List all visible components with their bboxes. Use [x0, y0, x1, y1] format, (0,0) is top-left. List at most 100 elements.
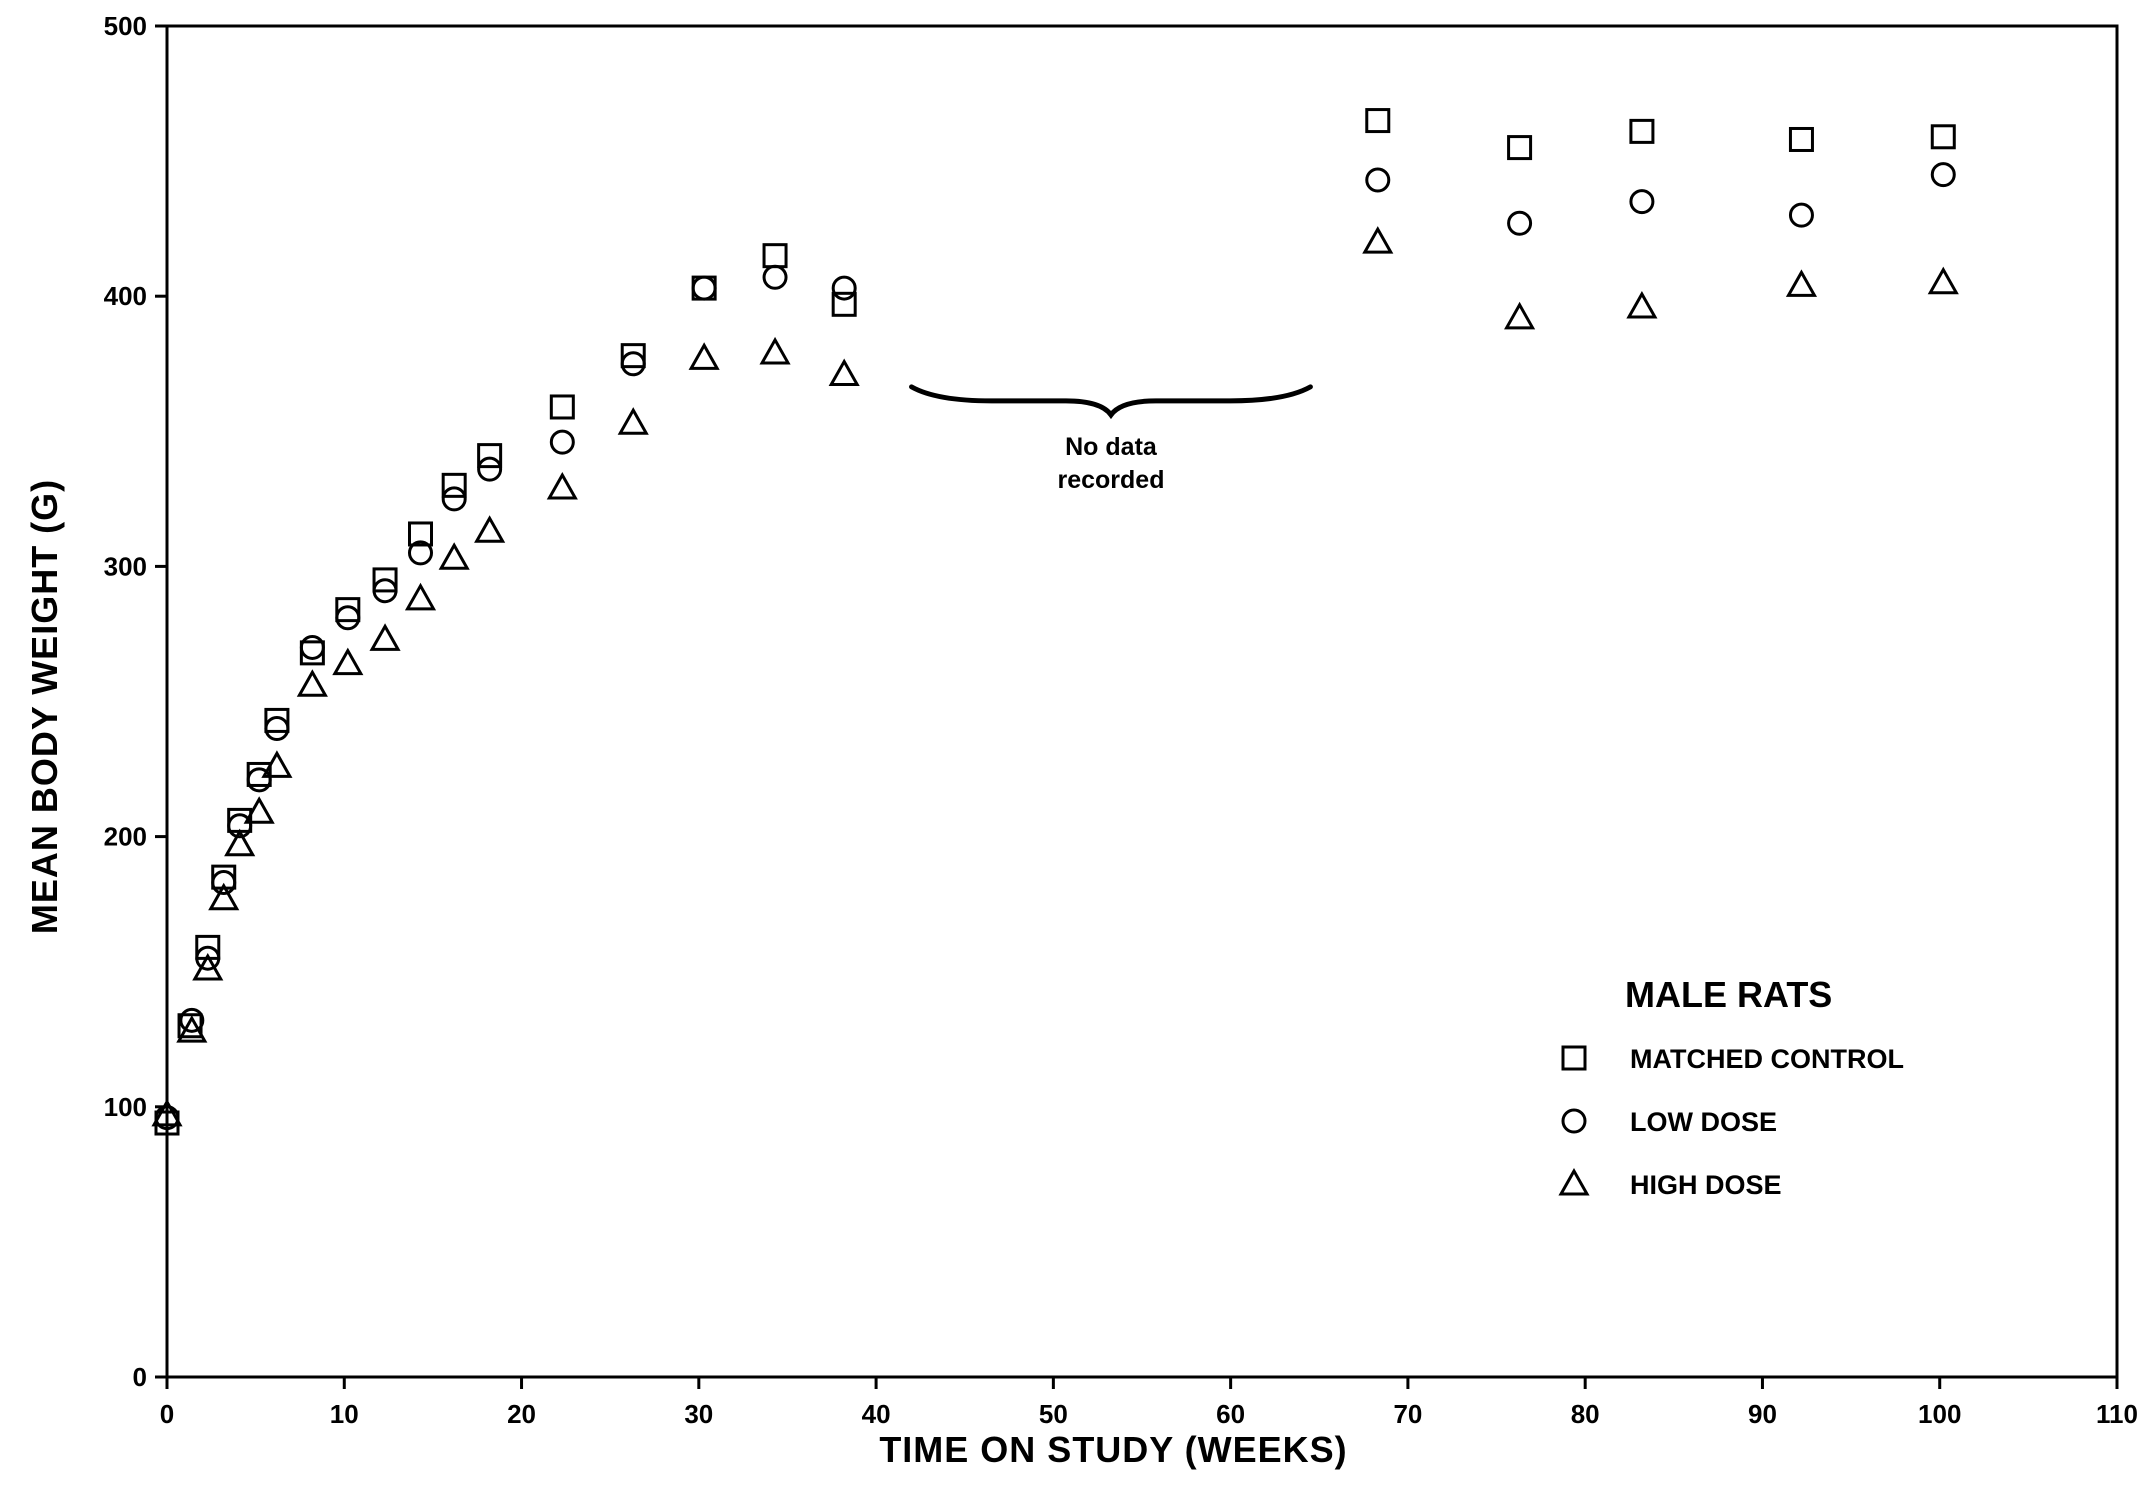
- circle-point: [246, 767, 272, 793]
- triangle-point: [1504, 301, 1536, 330]
- no-data-label: No data: [1065, 433, 1158, 461]
- axes: 0 10 20 30 40 50 60 70 80 90 100 110 0 100 200 300 400 50…: [24, 11, 2138, 1470]
- triangle-point: [176, 1015, 208, 1043]
- triangle-point: [1927, 266, 1959, 295]
- legend-square-icon: [1561, 1045, 1587, 1071]
- circle-point: [179, 1007, 205, 1033]
- circle-point: [1365, 167, 1391, 193]
- triangle-point: [1362, 226, 1394, 254]
- circle-point: [227, 813, 253, 839]
- square-point: [831, 291, 857, 317]
- triangle-point: [296, 669, 328, 697]
- square-point: [1930, 124, 1956, 150]
- x-tick-label: 0: [160, 1399, 174, 1429]
- no-data-brace: [909, 384, 1313, 420]
- circle-point: [195, 945, 221, 971]
- triangle-point: [1626, 290, 1658, 319]
- triangle-point: [404, 582, 437, 611]
- square-point: [549, 394, 575, 420]
- y-tick-label: 100: [104, 1092, 147, 1122]
- circle-point: [1629, 189, 1655, 215]
- x-tick-label: 10: [330, 1399, 359, 1429]
- legend: MALE RATS MATCHED CONTROL LOW DOSE HIGH DOS…: [1558, 974, 1904, 1200]
- triangle-point: [243, 796, 275, 824]
- x-tick-label: 110: [2096, 1399, 2138, 1429]
- square-point: [335, 597, 361, 623]
- circle-point: [335, 605, 361, 631]
- y-tick-label: 0: [133, 1362, 147, 1392]
- triangle-point: [1785, 269, 1818, 297]
- y-tick-label: 200: [104, 822, 147, 852]
- circle-point: [1788, 202, 1814, 228]
- legend-label: HIGH DOSE: [1630, 1170, 1782, 1200]
- x-tick-label: 80: [1571, 1399, 1600, 1429]
- circle-point: [620, 351, 646, 377]
- y-axis-title: MEAN BODY WEIGHT (G): [24, 479, 65, 934]
- triangle-point: [438, 542, 470, 570]
- series-triangle: [151, 226, 1959, 1127]
- triangle-point: [332, 647, 364, 676]
- y-tick-label: 400: [104, 281, 147, 311]
- circle-point: [477, 456, 503, 482]
- triangle-point: [546, 471, 578, 500]
- square-point: [477, 443, 503, 469]
- triangle-point: [208, 882, 240, 911]
- square-point: [246, 761, 272, 787]
- circle-point: [154, 1105, 180, 1131]
- x-axis-title: TIME ON STUDY (WEEKS): [879, 1429, 1347, 1470]
- circle-point: [762, 264, 788, 290]
- plot-frame: [165, 24, 2119, 1379]
- square-point: [264, 707, 290, 733]
- data-points: [151, 108, 1959, 1136]
- circle-point: [691, 275, 717, 301]
- triangle-point: [151, 1098, 183, 1127]
- triangle-point: [192, 952, 224, 981]
- x-tick-label: 100: [1918, 1399, 1961, 1429]
- square-point: [1788, 126, 1814, 152]
- y-tick-label: 500: [104, 11, 147, 41]
- triangle-point: [617, 407, 649, 435]
- square-point: [762, 243, 788, 269]
- circle-point: [1930, 162, 1956, 188]
- y-tick-label: 300: [104, 551, 147, 581]
- legend-circle-icon: [1561, 1108, 1587, 1134]
- circle-point: [299, 634, 325, 660]
- circle-point: [549, 429, 575, 455]
- x-tick-label: 30: [684, 1399, 713, 1429]
- legend-triangle-icon: [1558, 1167, 1590, 1196]
- no-data-label: recorded: [1057, 466, 1164, 494]
- circle-point: [408, 540, 433, 566]
- triangle-point: [474, 515, 506, 543]
- x-tick-label: 60: [1216, 1399, 1245, 1429]
- legend-title: MALE RATS: [1625, 974, 1832, 1015]
- circle-point: [372, 578, 398, 604]
- triangle-point: [688, 342, 720, 370]
- square-point: [1629, 118, 1655, 144]
- square-point: [408, 521, 433, 547]
- triangle-point: [759, 336, 791, 365]
- square-point: [1365, 108, 1391, 134]
- triangle-point: [224, 828, 256, 857]
- circle-point: [211, 870, 237, 896]
- annotations: No data recorded: [909, 384, 1313, 494]
- triangle-point: [261, 750, 293, 778]
- square-point: [441, 472, 467, 498]
- square-point: [372, 567, 398, 593]
- x-tick-label: 50: [1039, 1399, 1068, 1429]
- square-point: [299, 640, 325, 666]
- circle-point: [264, 716, 290, 742]
- circle-point: [831, 275, 857, 301]
- triangle-point: [828, 358, 860, 387]
- series-circle: [154, 162, 1956, 1131]
- x-tick-label: 40: [862, 1399, 891, 1429]
- x-tick-label: 20: [507, 1399, 536, 1429]
- circle-point: [441, 486, 467, 512]
- legend-label: MATCHED CONTROL: [1630, 1044, 1904, 1074]
- x-tick-label: 90: [1748, 1399, 1777, 1429]
- circle-point: [1507, 210, 1533, 236]
- triangle-point: [369, 623, 401, 651]
- legend-label: LOW DOSE: [1630, 1107, 1777, 1137]
- square-point: [620, 343, 646, 369]
- square-point: [1507, 135, 1533, 161]
